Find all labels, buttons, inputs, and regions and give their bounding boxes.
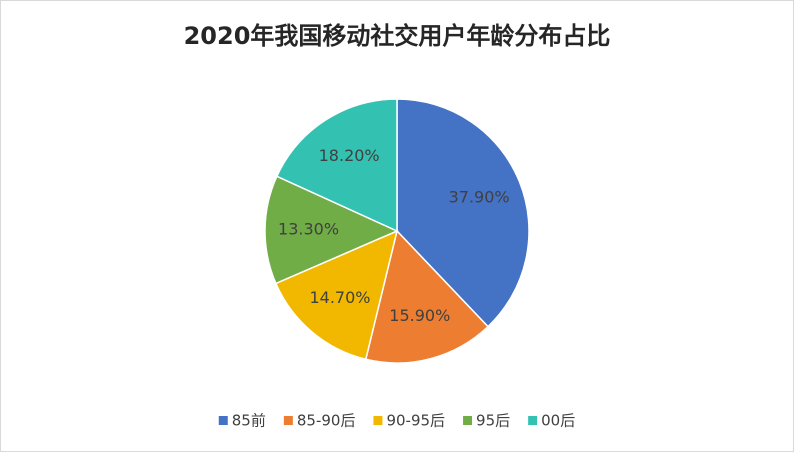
data-label: 13.30% [278, 220, 339, 239]
legend-swatch [528, 416, 538, 425]
legend-label: 90-95后 [386, 412, 445, 430]
chart-title: 2020年我国移动社交用户年龄分布占比 [184, 22, 611, 50]
data-label: 37.90% [449, 188, 510, 207]
legend-label: 85-90后 [297, 412, 356, 430]
pie-slice [274, 229, 399, 361]
legend-swatch [218, 416, 228, 425]
legend-swatch [463, 416, 473, 425]
legend-label: 00后 [541, 412, 575, 430]
legend-swatch [373, 416, 383, 425]
data-label: 15.90% [389, 306, 450, 325]
legend-swatch [283, 416, 293, 425]
legend-label: 95后 [476, 412, 510, 430]
legend-label: 85前 [232, 412, 266, 430]
data-label: 14.70% [309, 288, 370, 307]
data-label: 18.20% [319, 146, 380, 165]
pie-slice [264, 175, 399, 285]
pie-slice [364, 229, 490, 364]
pie-slice [275, 98, 398, 233]
pie-slice [396, 98, 530, 328]
